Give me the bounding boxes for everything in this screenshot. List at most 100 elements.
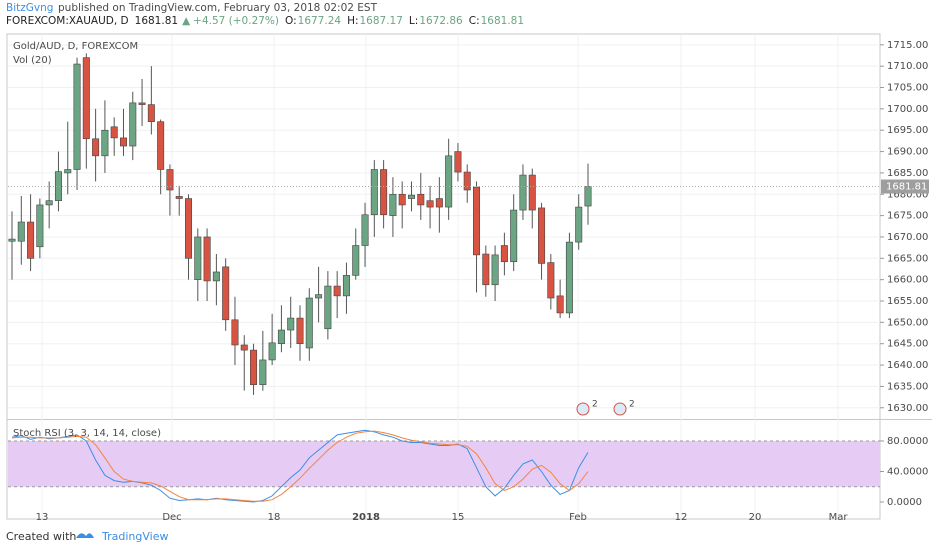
- candle-body: [463, 171, 471, 191]
- y-tick-label: 1700.00: [887, 104, 928, 115]
- y-tick-label: 1665.00: [887, 253, 928, 264]
- candle-body: [175, 196, 183, 199]
- candle-body: [519, 174, 527, 211]
- y-tick-label: 1645.00: [887, 339, 928, 350]
- candle-body: [500, 245, 508, 263]
- y-tick-label: 1705.00: [887, 83, 928, 94]
- y-tick-label: 1680.00: [887, 189, 928, 200]
- x-tick-label: 15: [452, 512, 465, 523]
- candle-body: [287, 317, 295, 331]
- candle-body: [361, 214, 369, 246]
- candle-body: [473, 186, 481, 256]
- footer: [0, 524, 932, 550]
- event-icon: [576, 402, 590, 416]
- header-text: O:: [285, 15, 297, 27]
- header-text: 1677.24: [298, 15, 342, 27]
- candle-body: [398, 193, 406, 206]
- event-count: 2: [629, 400, 635, 410]
- candle-body: [547, 262, 555, 299]
- logo: [76, 533, 94, 538]
- candle-body: [250, 349, 258, 385]
- candle-body: [259, 359, 267, 385]
- candle-body: [166, 169, 174, 191]
- candle-body: [231, 319, 239, 346]
- candle-body: [147, 104, 155, 122]
- candle-body: [101, 129, 109, 157]
- candle-body: [435, 198, 443, 208]
- last-price-box: [881, 179, 929, 194]
- header-text: 1681.81: [135, 15, 178, 27]
- footer-created: Created with: [6, 530, 76, 543]
- candle-body: [482, 253, 490, 286]
- y-tick-label: 1675.00: [887, 211, 928, 222]
- labels: 1630.00 1635.00 1640.00 1645.00 1650.00 1655.…: [36, 40, 929, 523]
- candle-body: [222, 266, 230, 321]
- y-tick-label: 1635.00: [887, 381, 928, 392]
- x-tick-label: 18: [268, 512, 281, 523]
- subtitle: Vol (20): [13, 55, 52, 66]
- y-tick-label: 1690.00: [887, 147, 928, 158]
- candle-body: [370, 169, 378, 216]
- x-tick-label: 2018: [352, 512, 380, 523]
- candle-body: [119, 137, 127, 147]
- candle-body: [203, 236, 211, 282]
- plot-frame: [6, 33, 881, 520]
- candle-body: [296, 317, 304, 345]
- header-text: ▲: [182, 15, 191, 27]
- candle-body: [324, 285, 332, 330]
- header-text: C:: [469, 15, 480, 27]
- candle-body: [407, 194, 415, 199]
- stoch-line: [11, 429, 589, 503]
- footer-brand[interactable]: TradingView: [101, 530, 168, 543]
- candle-body: [417, 193, 425, 206]
- x-tick-label: 12: [675, 512, 688, 523]
- candle-body: [45, 200, 53, 206]
- candle-body: [510, 209, 518, 263]
- band: [8, 440, 880, 487]
- indicator-title: Stoch RSI (3, 3, 14, 14, close): [13, 428, 161, 439]
- y-tick-label: 1655.00: [887, 296, 928, 307]
- y-tick-label: 1715.00: [887, 40, 928, 51]
- x-tick-label: Feb: [569, 512, 587, 523]
- header-text: 1687.17: [360, 15, 403, 27]
- candle-body: [82, 57, 90, 140]
- stoch-line: [11, 430, 589, 502]
- candle-body: [380, 169, 388, 216]
- header-text: +4.57 (+0.27%): [193, 15, 279, 27]
- candle-body: [426, 200, 434, 208]
- header-text: 1672.86: [419, 15, 463, 27]
- candle-body: [17, 221, 25, 242]
- y-tick-label: 1660.00: [887, 275, 928, 286]
- y-tick-label: 1640.00: [887, 360, 928, 371]
- candle-body: [333, 285, 341, 297]
- y-tick-label: 1685.00: [887, 168, 928, 179]
- candle-body: [73, 63, 81, 170]
- candle-body: [36, 204, 44, 248]
- candle-body: [454, 151, 462, 173]
- candle-body: [342, 275, 350, 297]
- y-tick-label: 1710.00: [887, 61, 928, 72]
- symbol-line: FOREXCOM:XAUAUD, D 1681.81 ▲ +4.57 (+0.27%)…: [6, 15, 524, 27]
- candle-body: [185, 198, 193, 259]
- header-text: 1681.81: [481, 15, 524, 27]
- author[interactable]: BitzGvng: [6, 2, 53, 14]
- y2-tick-label: 80.0000: [887, 436, 928, 447]
- marks: [8, 53, 880, 503]
- candle-body: [352, 245, 360, 276]
- candle-body: [584, 186, 592, 207]
- candle-body: [129, 102, 137, 147]
- candle-body: [575, 206, 583, 243]
- candle-body: [240, 344, 248, 351]
- candle-body: [445, 155, 453, 208]
- candle-body: [315, 294, 323, 299]
- y-tick-label: 1695.00: [887, 125, 928, 136]
- x-tick-label: Mar: [829, 512, 849, 523]
- y-tick-label: 1670.00: [887, 232, 928, 243]
- candle-body: [556, 295, 564, 314]
- last-price-label: 1681.81: [886, 182, 927, 193]
- x-tick-label: 13: [36, 512, 49, 523]
- candle-body: [138, 102, 146, 105]
- grid: [8, 35, 884, 518]
- y2-tick-label: 40.0000: [887, 466, 928, 477]
